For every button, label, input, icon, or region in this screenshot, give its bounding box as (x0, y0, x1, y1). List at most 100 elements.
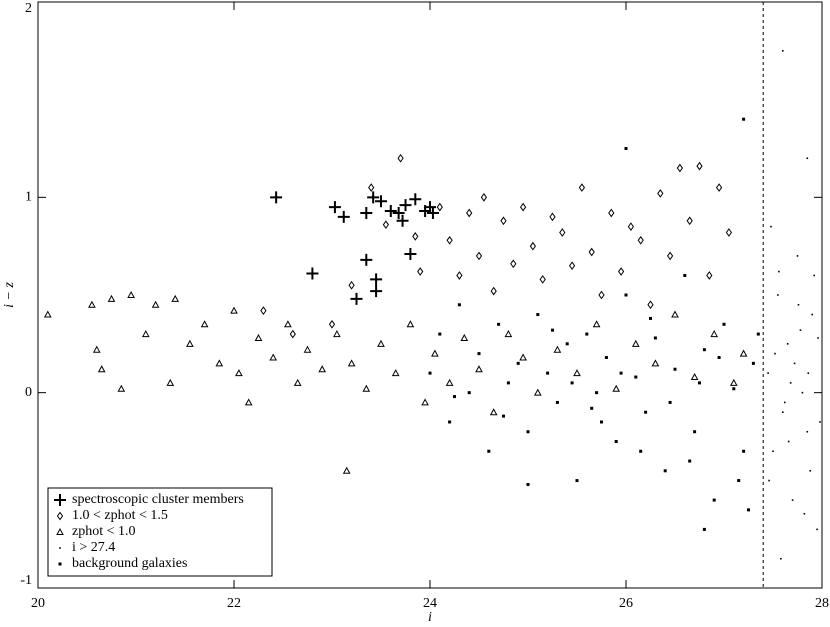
faint-marker (797, 303, 800, 306)
diamond-marker (260, 306, 267, 315)
triangle-marker (333, 330, 341, 338)
faint-marker (817, 337, 819, 339)
faint-marker (783, 401, 786, 404)
plus-marker (360, 253, 373, 266)
plus-marker (328, 201, 341, 214)
triangle-marker (244, 398, 253, 406)
triangle-marker (284, 320, 292, 328)
faint-marker (789, 382, 792, 384)
faint-marker (799, 329, 802, 331)
triangle-marker (127, 290, 135, 298)
triangle-marker (519, 353, 527, 361)
plus-marker (306, 267, 319, 280)
diamond-marker (412, 232, 419, 241)
faint-marker (796, 255, 799, 257)
plus-marker (350, 292, 363, 305)
dot-marker (624, 147, 628, 150)
faint-marker (811, 313, 813, 316)
diamond-marker (510, 259, 517, 269)
triangle-marker (631, 339, 640, 347)
dot-marker (526, 482, 530, 486)
dot-marker (722, 322, 726, 326)
dot-marker (551, 328, 554, 332)
faint-marker (801, 391, 804, 394)
triangle-marker (533, 388, 542, 396)
dot-marker (619, 371, 623, 375)
faint-marker (816, 528, 818, 531)
faint-marker (793, 362, 796, 365)
faint-marker (787, 440, 790, 443)
diamond-marker (368, 183, 375, 192)
triangle-marker (445, 378, 454, 386)
diamond-marker (456, 271, 463, 280)
dot-marker (467, 391, 471, 395)
dot-marker (555, 400, 559, 404)
dot-marker (448, 420, 452, 424)
triangle-marker (553, 345, 562, 353)
plus-marker (396, 214, 409, 227)
dot-marker (570, 381, 574, 385)
triangle-marker (592, 320, 601, 328)
plus-marker (409, 193, 422, 206)
faint-marker (806, 157, 809, 160)
diamond-marker (500, 216, 507, 226)
plus-marker (404, 247, 417, 260)
faint-marker (774, 352, 776, 355)
dot-marker (502, 414, 505, 418)
diamond-marker (436, 202, 443, 212)
dot-marker (614, 440, 618, 443)
triangle-marker (489, 408, 498, 416)
y-tick-label: 1 (25, 190, 32, 205)
diamond-marker (549, 212, 556, 222)
dot-marker (649, 316, 652, 320)
dot-marker (688, 459, 692, 463)
triangle-marker (215, 359, 224, 367)
triangle-marker (303, 345, 312, 353)
triangle-marker (362, 384, 371, 392)
faint-marker (806, 430, 809, 433)
diamond-marker (417, 267, 424, 276)
faint-marker (813, 274, 815, 277)
faint-marker (770, 225, 772, 228)
dot-marker (712, 498, 716, 502)
faint-marker (807, 372, 810, 374)
triangle-marker (421, 398, 429, 406)
dot-marker (428, 371, 432, 375)
dot-marker (516, 361, 520, 365)
diamond-marker (706, 271, 713, 280)
dot-marker (742, 449, 746, 453)
dot-marker (751, 361, 755, 365)
legend-label: 1.0 < zphot < 1.5 (72, 508, 168, 523)
dot-marker (575, 479, 579, 483)
triangle-marker (269, 353, 278, 361)
triangle-marker (56, 527, 64, 535)
triangle-marker (377, 339, 385, 347)
diamond-marker (529, 241, 537, 251)
dot-marker (457, 303, 461, 307)
triangle-marker (460, 333, 469, 341)
plus-marker (419, 205, 432, 218)
triangle-marker (254, 333, 263, 341)
x-tick-label: 22 (227, 596, 241, 611)
dot-marker (639, 449, 643, 453)
x-tick-label: 28 (815, 596, 829, 611)
y-axis-label: i − z (2, 282, 17, 308)
faint-marker (782, 411, 784, 413)
diamond-marker (490, 286, 497, 296)
diamond-marker (725, 228, 733, 237)
triangle-marker (651, 359, 660, 367)
triangle-marker (230, 306, 238, 314)
triangle-marker (431, 349, 439, 357)
legend-box (47, 487, 273, 577)
dot-marker (644, 410, 648, 414)
triangle-marker (107, 294, 116, 302)
triangle-marker (475, 365, 483, 373)
diamond-marker (56, 511, 64, 521)
faint-marker (803, 512, 806, 515)
faint-marker (59, 547, 61, 549)
dot-marker (546, 371, 550, 375)
triangle-marker (347, 359, 356, 367)
diamond-marker (608, 208, 615, 218)
dot-marker (595, 391, 599, 395)
